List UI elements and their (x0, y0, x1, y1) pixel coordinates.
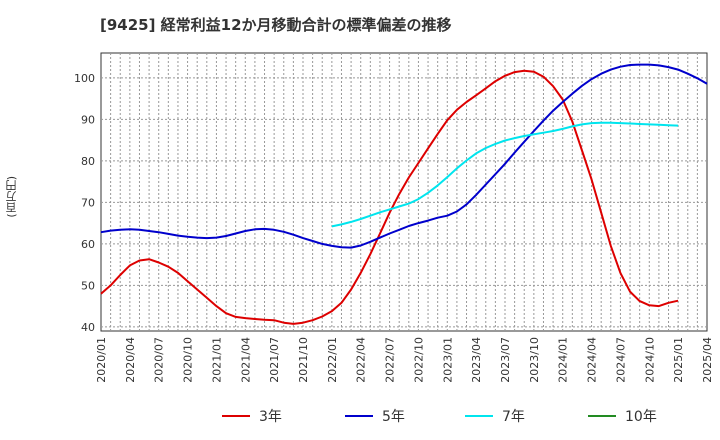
x-tick-label: 2022/04 (355, 337, 368, 383)
legend-label-2: 5年 (382, 409, 405, 425)
series-line-1 (100, 69, 679, 325)
legend: 3年 5年 7年 10年 (222, 409, 657, 425)
x-tick-label: 2021/10 (297, 337, 310, 383)
x-tick-label: 2020/10 (182, 337, 195, 383)
x-tick-label: 2023/04 (470, 337, 483, 383)
x-tick-label: 2025/04 (701, 337, 714, 383)
series-line-3 (331, 121, 679, 228)
x-tick-label: 2024/10 (643, 337, 656, 383)
legend-label-3: 7年 (502, 409, 525, 425)
x-tick-label: 2022/10 (412, 337, 425, 383)
chart-title: [9425] 経常利益12か月移動合計の標準偏差の推移 (100, 16, 452, 34)
x-tick-label: 2020/04 (124, 337, 137, 383)
axis-ticks: 40 50 60 70 80 90 100 2020/01 2020/04 2020/07 2020… (74, 72, 714, 383)
legend-label-1: 3年 (259, 409, 282, 425)
y-tick-label: 60 (81, 238, 95, 251)
y-tick-label: 40 (81, 321, 95, 334)
y-tick-label: 80 (81, 155, 95, 168)
series-lines (100, 63, 708, 325)
y-tick-label: 100 (74, 72, 95, 85)
series-line-2 (100, 63, 708, 249)
x-tick-label: 2020/01 (95, 337, 108, 383)
legend-label-4: 10年 (625, 409, 657, 425)
y-tick-label: 70 (81, 196, 95, 209)
x-tick-label: 2023/07 (499, 337, 512, 383)
x-tick-label: 2022/01 (326, 337, 339, 383)
x-tick-label: 2021/04 (239, 337, 252, 383)
x-tick-label: 2020/07 (153, 337, 166, 383)
x-tick-label: 2021/07 (268, 337, 281, 383)
grid-lines (101, 53, 707, 331)
x-tick-label: 2024/04 (586, 337, 599, 383)
x-tick-label: 2023/01 (441, 337, 454, 383)
plot-area (100, 52, 708, 332)
y-tick-label: 50 (81, 279, 95, 292)
x-tick-label: 2024/07 (614, 337, 627, 383)
x-tick-label: 2025/01 (672, 337, 685, 383)
x-tick-label: 2023/10 (528, 337, 541, 383)
y-tick-label: 90 (81, 113, 95, 126)
x-tick-label: 2021/01 (210, 337, 223, 383)
x-tick-label: 2022/07 (384, 337, 397, 383)
x-tick-label: 2024/01 (557, 337, 570, 383)
